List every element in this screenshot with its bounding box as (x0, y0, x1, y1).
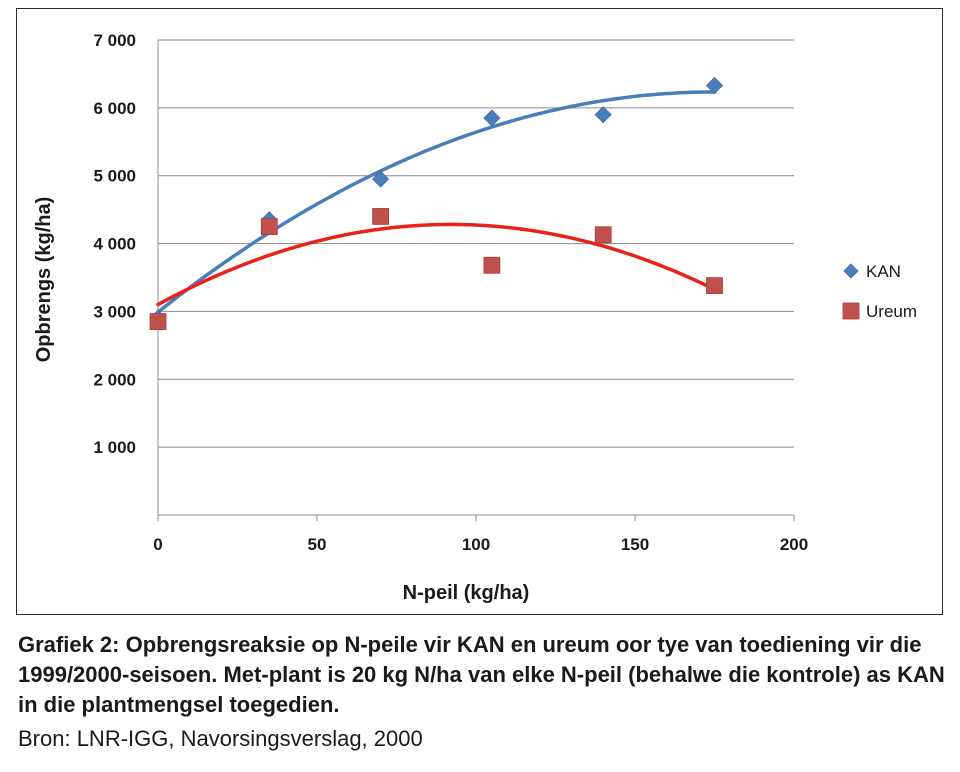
y-tick-label: 6 000 (93, 99, 136, 118)
data-point-ureum (706, 277, 723, 295)
figure-caption: Grafiek 2: Opbrengsreaksie op N-peile vi… (18, 632, 945, 717)
x-tick-label: 200 (780, 535, 808, 554)
data-point-ureum (149, 313, 167, 331)
y-tick-label: 2 000 (93, 370, 136, 389)
chart-frame: 1 000 2 000 3 000 4 000 5 000 6 000 7 000 0 50 10… (16, 8, 943, 615)
y-tick-label: 4 000 (93, 235, 136, 254)
data-point-ureum (372, 208, 390, 225)
x-tick-label: 50 (308, 535, 327, 554)
data-point-ureum (483, 256, 501, 274)
data-point-kan (372, 170, 390, 188)
y-tick-label: 5 000 (93, 167, 136, 186)
x-axis-title: N-peil (kg/ha) (403, 582, 530, 604)
x-tick-label: 0 (153, 535, 162, 554)
chart-plot: 1 000 2 000 3 000 4 000 5 000 6 000 7 000 0 50 10… (33, 31, 917, 604)
data-point-kan (705, 76, 724, 95)
trendline-kan (156, 90, 717, 314)
x-tick-label: 150 (621, 535, 649, 554)
data-point-kan (594, 106, 612, 124)
legend-label-kan: KAN (866, 262, 901, 281)
y-tick-label: 7 000 (93, 31, 136, 50)
x-tick-label: 100 (462, 535, 490, 554)
y-tick-label: 3 000 (93, 302, 136, 321)
y-axis-title: Opbrengs (kg/ha) (33, 197, 55, 363)
data-point-ureum (260, 218, 278, 236)
figure-source: Bron: LNR-IGG, Navorsingsverslag, 2000 (18, 726, 423, 751)
trendline-ureum (156, 222, 717, 307)
y-tick-label: 1 000 (93, 438, 136, 457)
legend-marker-ureum (842, 302, 860, 320)
legend-marker-kan (843, 263, 859, 279)
legend-label-ureum: Ureum (866, 302, 917, 321)
data-point-ureum (594, 226, 612, 244)
data-point-kan (483, 109, 501, 127)
